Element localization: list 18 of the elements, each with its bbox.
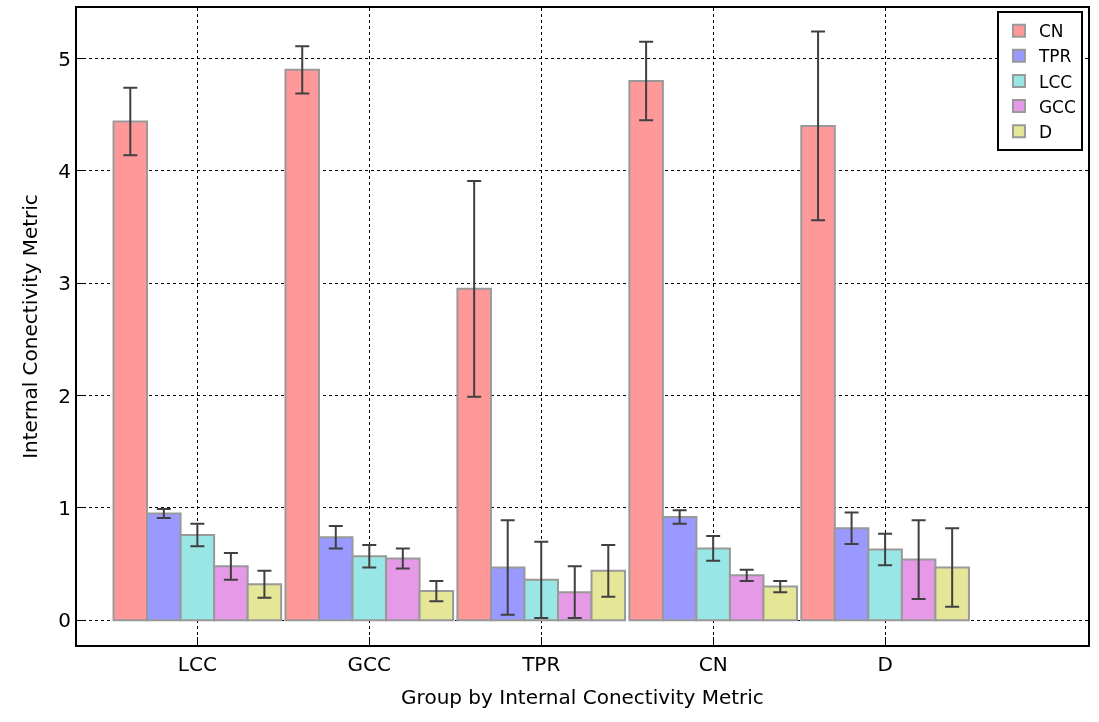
x-tick-label: TPR: [521, 652, 561, 676]
y-tick-label: 2: [58, 383, 71, 408]
y-axis-title: Internal Conectivity Metric: [18, 194, 43, 459]
y-tick-label: 3: [58, 271, 71, 296]
x-tick-label: LCC: [177, 652, 217, 676]
x-tick-label: CN: [698, 652, 728, 676]
legend-label: LCC: [1038, 71, 1073, 92]
legend-label: D: [1038, 121, 1053, 142]
x-axis-title: Group by Internal Conectivity Metric: [401, 685, 764, 709]
x-tick-label: GCC: [347, 652, 392, 676]
y-tick-label: 4: [58, 158, 71, 183]
y-tick-label: 5: [58, 46, 71, 71]
legend-label: TPR: [1037, 46, 1072, 67]
x-tick-label: D: [877, 652, 893, 676]
y-tick-label: 0: [58, 608, 71, 633]
y-tick-label: 1: [58, 495, 71, 520]
legend-label: GCC: [1038, 96, 1076, 117]
legend-label: CN: [1038, 21, 1064, 42]
